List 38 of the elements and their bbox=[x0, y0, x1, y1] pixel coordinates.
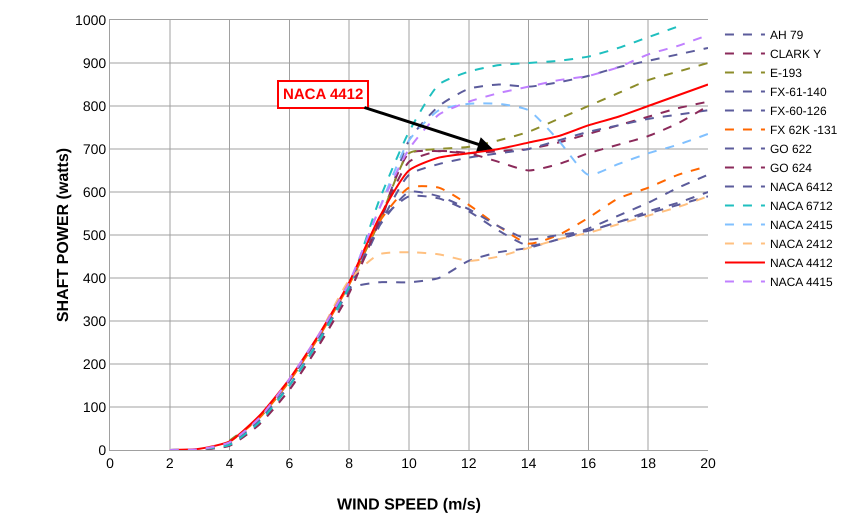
legend-label: FX-60-126 bbox=[770, 104, 827, 118]
legend-label: NACA 4415 bbox=[770, 275, 833, 290]
y-tick-label: 700 bbox=[82, 140, 106, 157]
y-tick-label: 900 bbox=[82, 54, 106, 71]
y-axis-title: SHAFT POWER (watts) bbox=[55, 148, 72, 322]
y-tick-label: 500 bbox=[82, 226, 106, 243]
y-tick-label: 600 bbox=[82, 184, 106, 200]
legend-label: NACA 2415 bbox=[770, 218, 833, 232]
x-tick-label: 14 bbox=[520, 454, 537, 471]
legend-label: FX-61-140 bbox=[770, 85, 827, 100]
x-tick-label: 12 bbox=[461, 454, 477, 471]
y-tick-label: 200 bbox=[82, 356, 106, 372]
x-tick-label: 6 bbox=[286, 454, 294, 471]
x-tick-label: 8 bbox=[345, 454, 354, 471]
legend-label: NACA 2412 bbox=[770, 237, 833, 252]
annotation: NACA 4412 bbox=[283, 86, 364, 103]
x-tick-label: 2 bbox=[166, 454, 174, 471]
legend-label: NACA 6412 bbox=[770, 180, 833, 194]
y-tick-label: 0 bbox=[98, 442, 106, 458]
y-tick-label: 100 bbox=[82, 398, 106, 415]
y-tick-label: 300 bbox=[82, 312, 106, 329]
legend-label: AH 79 bbox=[770, 28, 804, 42]
y-tick-label: 1000 bbox=[75, 12, 106, 28]
legend-label: NACA 4412 bbox=[770, 256, 833, 270]
legend-label: GO 622 bbox=[770, 142, 812, 156]
x-tick-label: 4 bbox=[226, 454, 234, 471]
x-tick-label: 18 bbox=[640, 454, 656, 471]
legend-label: NACA 6712 bbox=[770, 199, 833, 214]
legend-label: GO 624 bbox=[770, 161, 812, 176]
x-axis-title: WIND SPEED (m/s) bbox=[336, 496, 482, 514]
legend-label: CLARK Y bbox=[770, 47, 822, 62]
x-tick-label: 20 bbox=[700, 454, 716, 471]
y-tick-label: 400 bbox=[82, 270, 106, 286]
x-tick-label: 10 bbox=[401, 454, 417, 471]
x-tick-label: 16 bbox=[580, 454, 596, 471]
y-tick-label: 800 bbox=[82, 98, 106, 114]
legend-label: FX 62K -131 bbox=[770, 123, 838, 138]
legend-label: E-193 bbox=[770, 66, 802, 80]
